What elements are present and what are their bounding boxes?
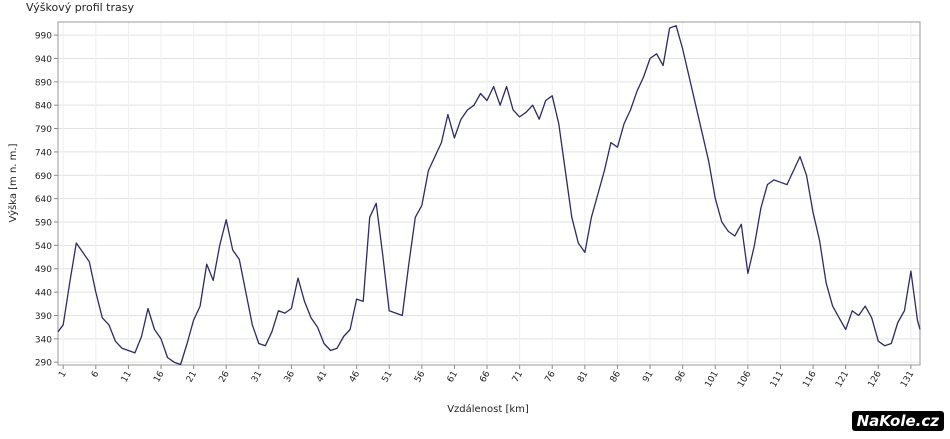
x-tick-label: 106	[736, 369, 753, 389]
x-tick-label: 121	[834, 370, 851, 390]
x-tick-label: 66	[478, 369, 493, 384]
x-tick-label: 26	[217, 369, 232, 384]
x-tick-label: 71	[511, 370, 525, 385]
x-tick-label: 76	[543, 369, 558, 384]
x-tick-label: 131	[899, 370, 916, 390]
x-tick-label: 41	[315, 370, 329, 385]
x-tick-label: 1	[57, 370, 69, 380]
y-tick-label: 690	[35, 172, 52, 182]
x-tick-label: 6	[90, 369, 102, 379]
y-tick-label: 440	[35, 289, 52, 299]
y-tick-label: 640	[35, 195, 52, 205]
x-tick-label: 31	[250, 370, 264, 385]
y-tick-label: 490	[35, 265, 52, 275]
x-tick-label: 96	[674, 369, 689, 384]
x-tick-label: 101	[704, 370, 721, 390]
chart-title: Výškový profil trasy	[26, 1, 134, 14]
y-tick-label: 990	[35, 32, 52, 42]
x-tick-label: 86	[609, 369, 624, 384]
x-tick-label: 111	[769, 370, 786, 390]
x-tick-label: 16	[152, 369, 167, 384]
y-tick-label: 340	[35, 335, 52, 345]
watermark: NaKole.cz	[851, 411, 944, 431]
x-tick-label: 61	[446, 370, 460, 385]
x-axis-label: Vzdálenost [km]	[447, 403, 529, 415]
x-tick-label: 11	[120, 370, 134, 385]
x-tick-label: 21	[185, 370, 199, 385]
y-tick-label: 740	[35, 148, 52, 158]
y-tick-label: 590	[35, 219, 52, 229]
y-tick-label: 840	[35, 102, 52, 112]
plot-frame	[57, 21, 921, 366]
y-tick-label: 890	[35, 78, 52, 88]
x-tick-label: 51	[380, 370, 394, 385]
x-tick-label: 126	[867, 369, 884, 389]
y-tick-label: 940	[35, 55, 52, 65]
elevation-line	[57, 25, 921, 366]
x-tick-label: 46	[348, 369, 363, 384]
y-tick-label: 390	[35, 312, 52, 322]
y-tick-label: 540	[35, 242, 52, 252]
y-axis-label: Výška [m n. m.]	[7, 143, 19, 222]
x-tick-label: 81	[576, 370, 590, 385]
y-tick-label: 290	[35, 359, 52, 369]
x-tick-label: 56	[413, 369, 428, 384]
x-tick-label: 91	[641, 370, 655, 385]
y-tick-label: 790	[35, 125, 52, 135]
x-tick-label: 116	[801, 369, 818, 389]
x-tick-label: 36	[283, 369, 298, 384]
